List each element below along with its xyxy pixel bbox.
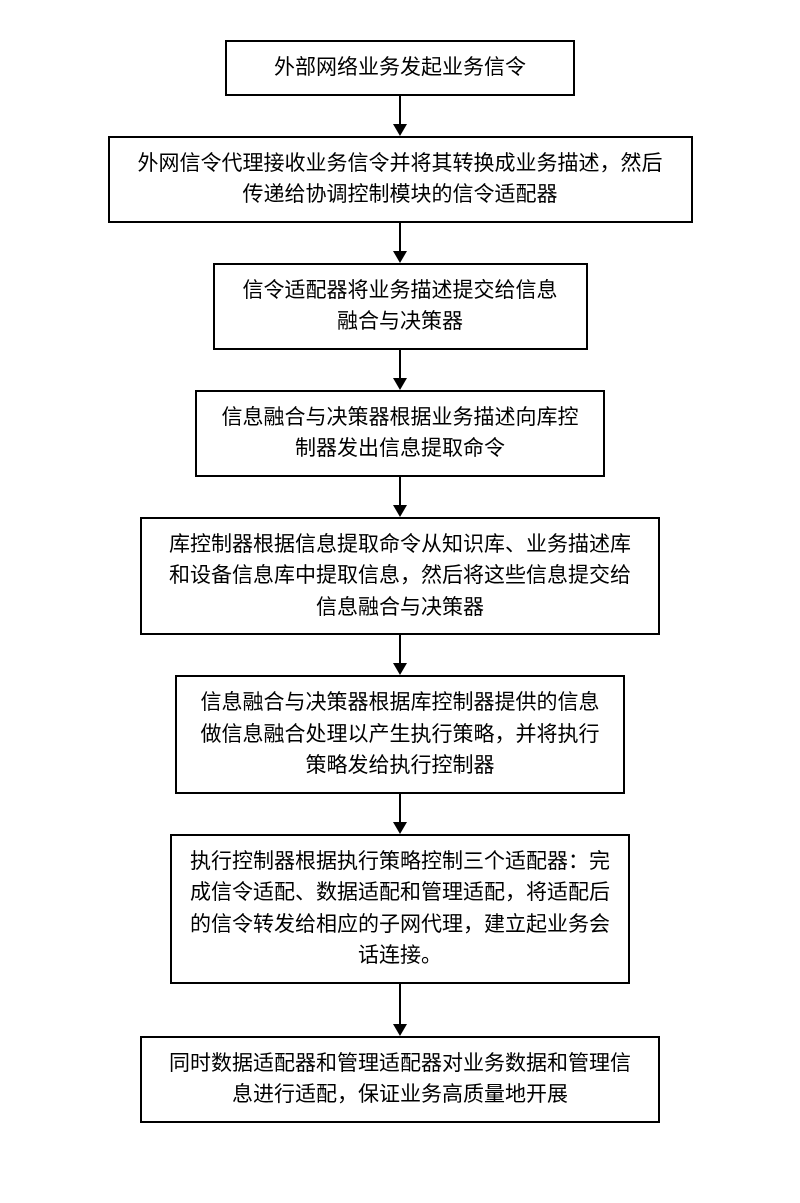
arrow-head-icon (393, 124, 407, 136)
arrow-line (399, 984, 401, 1024)
node-text: 信息融合与决策器根据业务描述向库控制器发出信息提取命令 (215, 402, 585, 465)
node-text: 外部网络业务发起业务信令 (274, 52, 526, 84)
arrow-head-icon (393, 663, 407, 675)
arrow-head-icon (393, 822, 407, 834)
arrow-head-icon (393, 505, 407, 517)
flowchart-node-4: 信息融合与决策器根据业务描述向库控制器发出信息提取命令 (195, 390, 605, 477)
flowchart-node-2: 外网信令代理接收业务信令并将其转换成业务描述，然后传递给协调控制模块的信令适配器 (108, 136, 693, 223)
node-text: 信令适配器将业务描述提交给信息融合与决策器 (233, 275, 568, 338)
node-text: 信息融合与决策器根据库控制器提供的信息做信息融合处理以产生执行策略，并将执行策略… (195, 687, 605, 782)
flowchart-arrow-3 (393, 350, 407, 390)
arrow-head-icon (393, 378, 407, 390)
arrow-line (399, 794, 401, 822)
flowchart-container: 外部网络业务发起业务信令 外网信令代理接收业务信令并将其转换成业务描述，然后传递… (108, 40, 693, 1123)
flowchart-arrow-4 (393, 477, 407, 517)
node-text: 外网信令代理接收业务信令并将其转换成业务描述，然后传递给协调控制模块的信令适配器 (128, 148, 673, 211)
flowchart-arrow-2 (393, 223, 407, 263)
flowchart-node-7: 执行控制器根据执行策略控制三个适配器：完成信令适配、数据适配和管理适配，将适配后… (170, 834, 630, 984)
arrow-head-icon (393, 251, 407, 263)
node-text: 执行控制器根据执行策略控制三个适配器：完成信令适配、数据适配和管理适配，将适配后… (190, 846, 610, 972)
flowchart-arrow-5 (393, 635, 407, 675)
arrow-line (399, 223, 401, 251)
flowchart-node-8: 同时数据适配器和管理适配器对业务数据和管理信息进行适配，保证业务高质量地开展 (140, 1036, 660, 1123)
flowchart-node-5: 库控制器根据信息提取命令从知识库、业务描述库和设备信息库中提取信息，然后将这些信… (140, 517, 660, 636)
flowchart-node-6: 信息融合与决策器根据库控制器提供的信息做信息融合处理以产生执行策略，并将执行策略… (175, 675, 625, 794)
arrow-line (399, 96, 401, 124)
flowchart-node-1: 外部网络业务发起业务信令 (225, 40, 575, 96)
flowchart-arrow-1 (393, 96, 407, 136)
arrow-line (399, 635, 401, 663)
node-text: 库控制器根据信息提取命令从知识库、业务描述库和设备信息库中提取信息，然后将这些信… (160, 529, 640, 624)
flowchart-arrow-6 (393, 794, 407, 834)
flowchart-arrow-7 (393, 984, 407, 1036)
arrow-line (399, 477, 401, 505)
arrow-head-icon (393, 1024, 407, 1036)
flowchart-node-3: 信令适配器将业务描述提交给信息融合与决策器 (213, 263, 588, 350)
node-text: 同时数据适配器和管理适配器对业务数据和管理信息进行适配，保证业务高质量地开展 (160, 1048, 640, 1111)
arrow-line (399, 350, 401, 378)
